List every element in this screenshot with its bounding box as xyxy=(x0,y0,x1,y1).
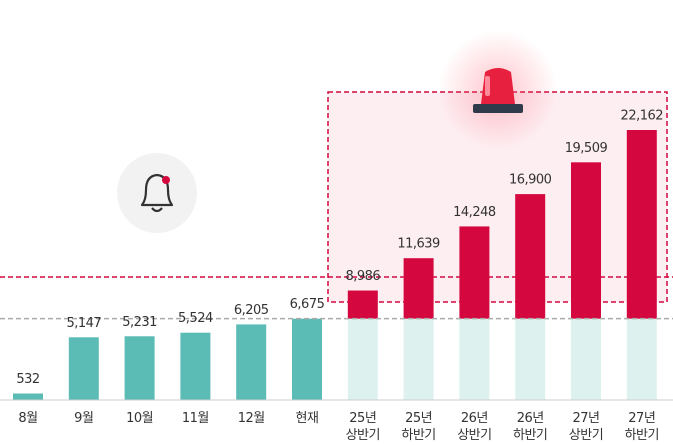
bar xyxy=(180,332,211,400)
value-label: 6,675 xyxy=(290,297,325,312)
value-label: 6,205 xyxy=(234,303,269,318)
bar xyxy=(459,226,490,319)
bar-base xyxy=(347,318,378,400)
value-label: 16,900 xyxy=(509,173,552,188)
x-tick-label: 25년 상반기 xyxy=(346,411,380,443)
x-tick-label: 10월 xyxy=(126,411,153,426)
value-label: 5,147 xyxy=(66,316,101,331)
x-tick-label: 27년 하반기 xyxy=(625,411,659,443)
bar xyxy=(515,194,546,319)
siren-icon xyxy=(473,68,523,113)
bar-base xyxy=(571,318,601,400)
bar xyxy=(626,130,657,319)
x-tick-label: 26년 하반기 xyxy=(513,411,547,443)
x-tick-label: 12월 xyxy=(238,411,265,426)
x-tick-label: 27년 상반기 xyxy=(569,411,603,443)
bar-base xyxy=(403,318,434,400)
value-label: 5,231 xyxy=(122,315,157,330)
bar xyxy=(68,337,99,400)
bell-icon xyxy=(117,153,197,233)
bar-base xyxy=(459,318,490,400)
value-label: 14,248 xyxy=(453,205,496,220)
bar xyxy=(347,290,378,319)
bar-base xyxy=(515,318,546,400)
value-label: 5,524 xyxy=(178,311,213,326)
bar xyxy=(13,393,43,400)
bar xyxy=(236,324,267,400)
x-tick-label: 8월 xyxy=(18,411,37,426)
value-label: 11,639 xyxy=(397,237,440,252)
value-label: 22,162 xyxy=(621,109,664,124)
value-label: 19,509 xyxy=(565,141,608,156)
x-tick-label: 26년 상반기 xyxy=(457,411,491,443)
value-label: 8,986 xyxy=(345,269,380,284)
bar-base xyxy=(626,318,657,400)
bar xyxy=(571,162,601,319)
bar xyxy=(124,336,155,400)
x-tick-label: 9월 xyxy=(74,411,93,426)
x-tick-label: 11월 xyxy=(182,411,209,426)
bar xyxy=(403,258,434,319)
x-tick-label: 현재 xyxy=(296,411,319,426)
x-tick-label: 25년 하반기 xyxy=(401,411,435,443)
bar xyxy=(292,318,322,400)
value-label: 532 xyxy=(16,372,39,387)
